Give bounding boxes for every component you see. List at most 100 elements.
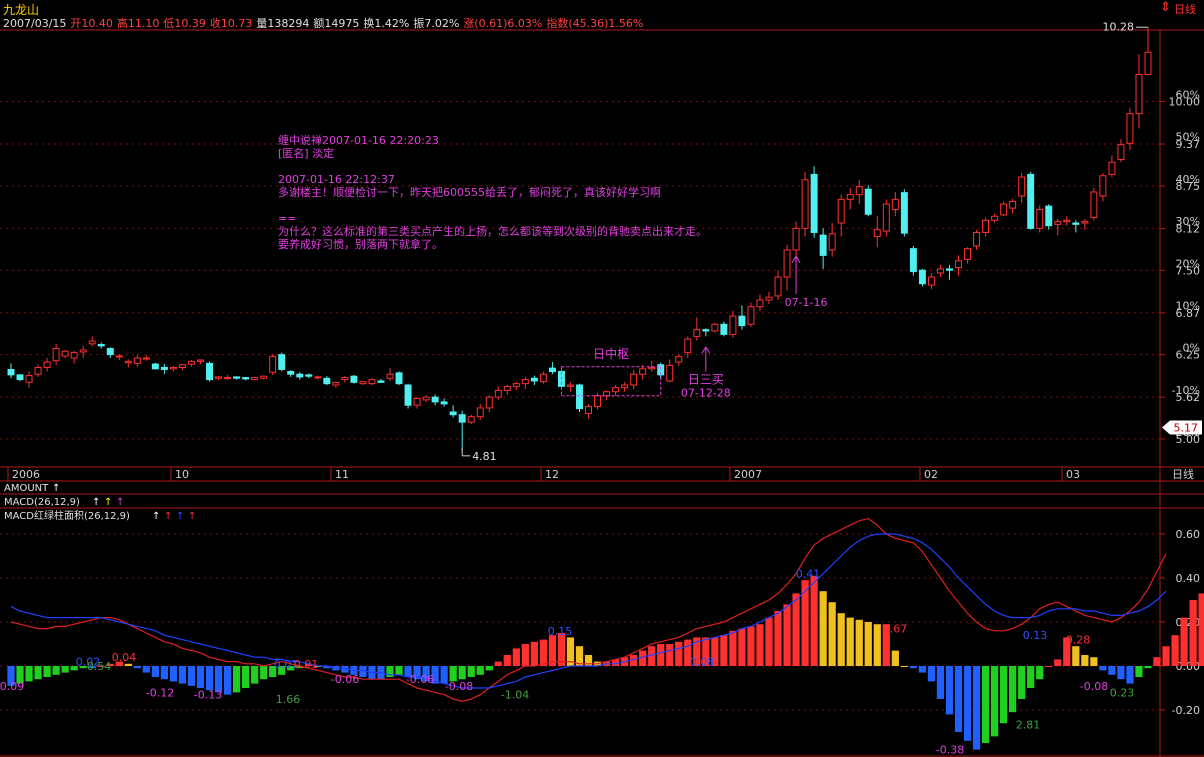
- comment-line: 多谢楼主！顺便检讨一下，昨天把600555给丢了，郁闷死了，真该好好学习啊: [278, 186, 661, 199]
- x-tick-label: 12: [545, 468, 559, 481]
- candle-body: [621, 384, 629, 389]
- macd-bar: [909, 666, 917, 669]
- macd-bar: [1099, 666, 1107, 671]
- price-tick-label: 8.75: [1176, 180, 1201, 193]
- quote-field: 指数(45.36)1.56%: [546, 17, 644, 30]
- candle-body: [882, 203, 890, 232]
- macd-bar: [693, 637, 701, 666]
- period-label: 日线: [1172, 467, 1194, 481]
- macd-bar: [440, 666, 448, 684]
- macd-bar: [1000, 666, 1008, 724]
- candle-body: [124, 360, 132, 364]
- period-label-top[interactable]: 日线: [1174, 3, 1196, 16]
- high-marker-label: 10.28: [1103, 20, 1135, 33]
- macd-bar: [251, 666, 259, 684]
- low-marker-label: 4.81: [472, 450, 497, 463]
- macd-bar: [981, 666, 990, 743]
- macd-bar: [765, 617, 773, 666]
- macd-value-label: -0.08: [445, 680, 473, 693]
- date-arrow-label: 07-1-16: [785, 296, 828, 309]
- candle-body: [178, 364, 186, 368]
- macd-value-label: -0.08: [1080, 680, 1108, 693]
- candle-body: [106, 348, 114, 356]
- candle-body: [684, 338, 692, 354]
- candle-body: [296, 373, 304, 378]
- macd-bar: [557, 633, 566, 666]
- macd-bar: [205, 666, 214, 691]
- period-switch-icon[interactable]: ⇕: [1160, 0, 1171, 15]
- candle-body: [97, 344, 105, 347]
- macd-bar: [232, 666, 241, 693]
- macd-bar: [422, 666, 430, 682]
- third-buy-date: 07-12-28: [681, 387, 731, 400]
- macd-bar: [1027, 666, 1035, 688]
- percent-tick-label: 0%: [1183, 342, 1200, 355]
- candle-body: [142, 357, 150, 360]
- candle-body: [909, 248, 917, 273]
- macd-bar: [431, 666, 439, 684]
- macd-bar: [837, 613, 845, 666]
- candle-body: [1144, 51, 1152, 75]
- macd-bar: [873, 624, 881, 666]
- macd-bar: [278, 666, 286, 675]
- macd-value-label: 1.66: [276, 693, 301, 706]
- candle-body: [476, 407, 484, 418]
- macd-bar: [584, 655, 593, 666]
- macd-bar: [945, 666, 954, 715]
- candle-body: [630, 373, 638, 386]
- macd-bar: [918, 666, 927, 673]
- macd-bar: [503, 655, 511, 666]
- macd-bar: [747, 626, 755, 666]
- candle-body: [1000, 203, 1008, 216]
- macd-bar: [711, 637, 719, 666]
- x-tick-label: 2007: [734, 468, 762, 481]
- candle-body: [783, 249, 791, 278]
- macd-indicator-label: MACD(26,12,9): [4, 497, 80, 508]
- macd-bar: [611, 659, 620, 666]
- candle-body: [88, 340, 96, 345]
- candle-body: [747, 306, 755, 325]
- candle-body: [1054, 221, 1062, 225]
- candle-body: [756, 299, 764, 308]
- macd-bar: [864, 622, 872, 666]
- candle-body: [982, 219, 990, 233]
- percent-tick-label: 60%: [1176, 89, 1200, 102]
- candle-body: [603, 391, 611, 397]
- macd-bar: [521, 644, 529, 666]
- macd-bar: [512, 648, 520, 666]
- macd-bar: [792, 593, 800, 666]
- candle-body: [936, 268, 944, 274]
- candle-body: [1090, 191, 1098, 219]
- macd-bar: [855, 619, 863, 666]
- macd-bar: [124, 663, 132, 666]
- macd-bar: [810, 575, 818, 666]
- macd-bar: [1189, 600, 1197, 666]
- candle-body: [945, 268, 953, 271]
- macd-value-label: -0.38: [936, 744, 964, 757]
- macd-bar: [61, 666, 69, 673]
- macd-bar: [630, 655, 638, 666]
- quote-field: 振7.02%: [413, 17, 460, 30]
- macd-arrow-yellow-icon: ↑: [104, 497, 112, 508]
- dea-line: [10, 533, 1167, 689]
- candle-body: [639, 368, 647, 375]
- candle-body: [729, 315, 737, 335]
- macd-value-label: 0.01: [274, 658, 299, 671]
- macd-bar: [133, 666, 141, 669]
- macd-tick-label: 0.60: [1176, 528, 1201, 541]
- macd-bar: [1090, 657, 1098, 666]
- candle-body: [1135, 74, 1143, 115]
- candle-body: [1045, 205, 1053, 227]
- macd-bar: [882, 624, 890, 666]
- candle-body: [1018, 176, 1026, 197]
- candle-body: [955, 260, 962, 269]
- last-price-value: 5.17: [1174, 422, 1199, 435]
- quote-field: 高11.10: [116, 17, 160, 30]
- macd-bar: [1108, 666, 1116, 675]
- price-tick-label: 6.25: [1176, 349, 1201, 362]
- macd-bar: [1072, 646, 1080, 666]
- quote-field: 换1.42%: [363, 17, 410, 30]
- macd-tick-label: 0.40: [1176, 572, 1201, 585]
- candle-body: [720, 323, 728, 335]
- candle-body: [1081, 221, 1089, 224]
